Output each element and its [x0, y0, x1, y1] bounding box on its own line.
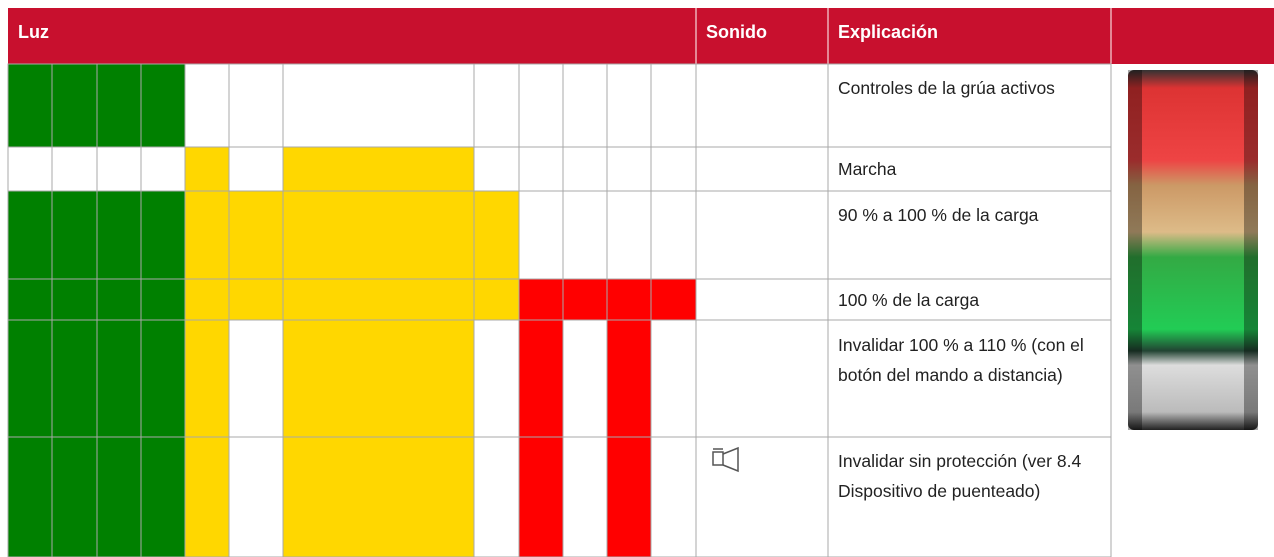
- table-cell: [96, 190, 142, 280]
- table-cell: [7, 63, 53, 148]
- header-sound: Sonido: [706, 22, 767, 42]
- table-cell: [228, 146, 284, 192]
- table-cell: [7, 319, 53, 438]
- table-cell: [282, 278, 475, 321]
- table-cell: [562, 146, 608, 192]
- table-cell: [606, 146, 652, 192]
- explanation: 100 % de la carga: [838, 290, 980, 310]
- table-cell: [827, 190, 1112, 280]
- table-cell: [827, 278, 1112, 321]
- table-cell: [562, 190, 608, 280]
- table-cell: [7, 190, 53, 280]
- table-cell: [51, 278, 98, 321]
- table-cell: [96, 278, 142, 321]
- table-cell: [228, 190, 284, 280]
- table-cell: [518, 436, 564, 557]
- table-cell: [51, 146, 98, 192]
- table-cell: [184, 190, 230, 280]
- cells: [7, 63, 1112, 557]
- table-cell: [827, 436, 1112, 557]
- header-bar: [8, 8, 1274, 64]
- table-cell: [695, 146, 829, 192]
- table-cell: [51, 190, 98, 280]
- table-cell: [184, 63, 230, 148]
- table-cell: [282, 63, 475, 148]
- horn-icon: [712, 446, 739, 473]
- table-cell: [184, 436, 230, 557]
- table-cell: [51, 63, 98, 148]
- table-cell: [282, 319, 475, 438]
- table-cell: [518, 63, 564, 148]
- explanation: Invalidar 100 % a 110 % (con el botón de…: [838, 335, 1084, 385]
- table-cell: [96, 63, 142, 148]
- explanation: Marcha: [838, 159, 897, 179]
- table-cell: [228, 278, 284, 321]
- table-cell: [518, 278, 564, 321]
- table-cell: [228, 63, 284, 148]
- table-cell: [7, 436, 53, 557]
- explanation: Controles de la grúa activos: [838, 78, 1055, 98]
- header-light: Luz: [18, 22, 49, 42]
- table-cell: [606, 436, 652, 557]
- table-cell: [7, 278, 53, 321]
- table-cell: [827, 319, 1112, 438]
- table-cell: [282, 190, 475, 280]
- table-cell: [562, 63, 608, 148]
- table-cell: [96, 146, 142, 192]
- table-cell: [562, 319, 608, 438]
- table-cell: [184, 319, 230, 438]
- table-cell: [695, 63, 829, 148]
- table-cell: [140, 190, 186, 280]
- table-cell: [606, 190, 652, 280]
- table-cell: [650, 319, 697, 438]
- table-cell: [562, 278, 608, 321]
- table-cell: [282, 436, 475, 557]
- table-cell: [51, 319, 98, 438]
- table-cell: [473, 278, 520, 321]
- table-cell: [650, 190, 697, 280]
- table-cell: [695, 436, 829, 557]
- table-cell: [96, 319, 142, 438]
- table-cell: [695, 190, 829, 280]
- table-cell: [650, 278, 697, 321]
- table-cell: [96, 436, 142, 557]
- table-cell: [695, 278, 829, 321]
- table-cell: [650, 146, 697, 192]
- table-cell: [606, 63, 652, 148]
- table-cell: [606, 319, 652, 438]
- table-cell: [140, 319, 186, 438]
- table-cell: [695, 319, 829, 438]
- table-cell: [7, 146, 53, 192]
- table-cell: [473, 319, 520, 438]
- table-cell: [606, 278, 652, 321]
- table-cell: [473, 63, 520, 148]
- table-cell: [228, 436, 284, 557]
- table-cell: [827, 63, 1112, 148]
- table-cell: [184, 278, 230, 321]
- table-cell: [518, 146, 564, 192]
- table-cell: [827, 146, 1112, 192]
- table-cell: [650, 436, 697, 557]
- table-cell: [140, 146, 186, 192]
- table-cell: [518, 190, 564, 280]
- table-cell: [473, 436, 520, 557]
- table-cell: [650, 63, 697, 148]
- table-cell: [518, 319, 564, 438]
- explanation: Invalidar sin protección (ver 8.4 Dispos…: [838, 451, 1082, 501]
- table-cell: [184, 146, 230, 192]
- table-cell: [140, 63, 186, 148]
- table-cell: [282, 146, 475, 192]
- table-cell: [140, 278, 186, 321]
- table-cell: [562, 436, 608, 557]
- table-cell: [140, 436, 186, 557]
- table-cell: [473, 146, 520, 192]
- header-explanation: Explicación: [838, 22, 939, 42]
- explanation: 90 % a 100 % de la carga: [838, 205, 1039, 225]
- table-cell: [228, 319, 284, 438]
- table-cell: [473, 190, 520, 280]
- table-cell: [51, 436, 98, 557]
- stack-light-photo: [1128, 70, 1258, 430]
